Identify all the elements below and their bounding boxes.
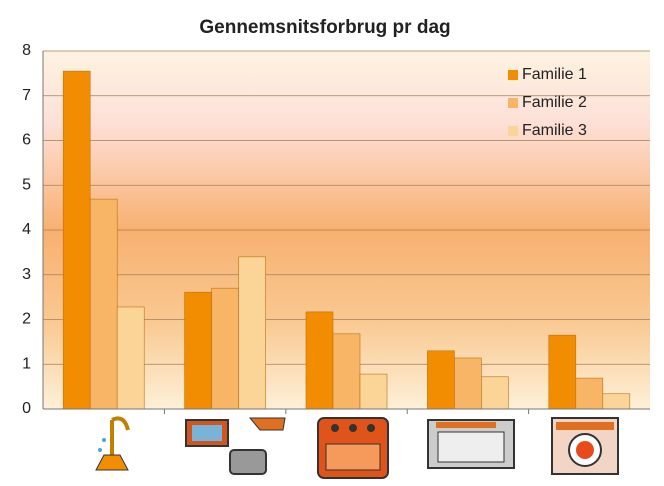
y-tick-label: 8 (22, 42, 31, 59)
bar (427, 351, 454, 409)
chart: Gennemsnitsforbrug pr dag 0 1 2 3 4 5 6 7 8 Famil… (0, 0, 664, 486)
legend-swatch (508, 70, 518, 80)
y-tick-label: 1 (22, 355, 31, 372)
y-tick-label: 6 (22, 132, 31, 149)
y-tick-label: 4 (22, 221, 31, 238)
legend-label: Familie 2 (522, 94, 587, 111)
bar (185, 292, 212, 409)
y-tick-label: 7 (22, 87, 31, 104)
y-tick-label: 5 (22, 176, 31, 193)
y-tick-label: 3 (22, 266, 31, 283)
icon-washer (552, 418, 618, 474)
bar (63, 71, 90, 409)
bar (603, 394, 630, 409)
bar (549, 335, 576, 409)
y-tick-label: 0 (22, 400, 31, 417)
bar (576, 378, 603, 409)
legend-label: Familie 3 (522, 122, 587, 139)
icon-dishwasher (428, 420, 514, 468)
bar (333, 334, 360, 409)
bar (239, 257, 266, 409)
bar (360, 374, 387, 409)
legend-swatch (508, 98, 518, 108)
bar (454, 358, 481, 409)
bar (306, 312, 333, 409)
bar (117, 307, 144, 409)
bar (212, 288, 239, 409)
bar (481, 377, 508, 409)
legend-label: Familie 1 (522, 66, 587, 83)
y-tick-label: 2 (22, 311, 31, 328)
legend-swatch (508, 126, 518, 136)
bar (90, 199, 117, 409)
chart-title: Gennemsnitsforbrug pr dag (199, 17, 450, 38)
icon-stove (318, 418, 388, 478)
